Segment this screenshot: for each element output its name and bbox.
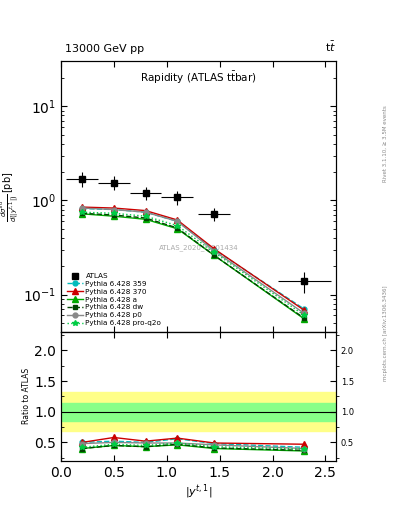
Bar (61, 392, 336, 431)
X-axis label: $|y^{t,1}|$: $|y^{t,1}|$ (185, 482, 212, 501)
Text: Rivet 3.1.10, ≥ 3.5M events: Rivet 3.1.10, ≥ 3.5M events (383, 105, 388, 182)
Text: Rapidity (ATLAS t$\bar{\rm t}$bar): Rapidity (ATLAS t$\bar{\rm t}$bar) (140, 70, 257, 86)
Text: mcplots.cern.ch [arXiv:1306.3436]: mcplots.cern.ch [arXiv:1306.3436] (383, 285, 388, 380)
Y-axis label: Ratio to ATLAS: Ratio to ATLAS (22, 368, 31, 424)
Text: ATLAS_2020_I1801434: ATLAS_2020_I1801434 (159, 244, 238, 251)
Legend: ATLAS, Pythia 6.428 359, Pythia 6.428 370, Pythia 6.428 a, Pythia 6.428 dw, Pyth: ATLAS, Pythia 6.428 359, Pythia 6.428 37… (64, 271, 163, 328)
Bar (61, 402, 336, 421)
Text: t$\bar{t}$: t$\bar{t}$ (325, 39, 336, 54)
Text: 13000 GeV pp: 13000 GeV pp (65, 44, 144, 54)
Y-axis label: $\frac{d\sigma^{\rm fid}}{d(|y^{t,1}|)}\,[{\rm pb}]$: $\frac{d\sigma^{\rm fid}}{d(|y^{t,1}|)}\… (0, 172, 22, 222)
